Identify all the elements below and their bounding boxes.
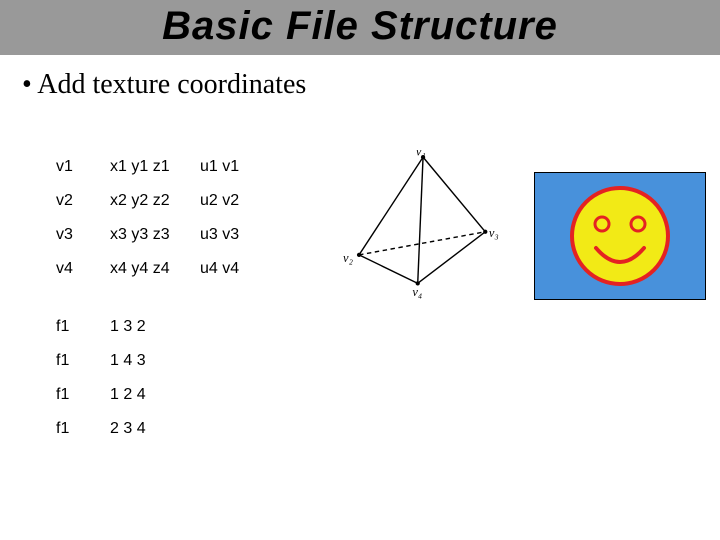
cell: u1 v1 [200, 150, 270, 184]
cell: v2 [56, 184, 110, 218]
cell: f1 [56, 412, 110, 446]
data-tables: v1x1 y1 z1u1 v1 v2x2 y2 z2u2 v2 v3x3 y3 … [56, 150, 270, 446]
page-title: Basic File Structure [0, 4, 720, 49]
cell: 1 4 3 [110, 344, 160, 378]
svg-text:v₁: v₁ [416, 150, 426, 158]
vertex-table: v1x1 y1 z1u1 v1 v2x2 y2 z2u2 v2 v3x3 y3 … [56, 150, 270, 286]
cell: f1 [56, 310, 110, 344]
table-row: v1x1 y1 z1u1 v1 [56, 150, 270, 184]
table-row: f11 4 3 [56, 344, 160, 378]
cell: 1 2 4 [110, 378, 160, 412]
table-row: v4x4 y4 z4u4 v4 [56, 252, 270, 286]
cell: 2 3 4 [110, 412, 160, 446]
svg-text:v₃: v₃ [489, 226, 499, 240]
table-row: f12 3 4 [56, 412, 160, 446]
table-row: f11 2 4 [56, 378, 160, 412]
smiley-face-icon [565, 181, 675, 291]
svg-text:v₂: v₂ [343, 251, 354, 265]
title-band: Basic File Structure [0, 0, 720, 55]
tetrahedron-diagram: v₁ v₂ v₃ v₄ [340, 150, 515, 310]
cell: v3 [56, 218, 110, 252]
texture-preview-box [534, 172, 706, 300]
table-row: v3x3 y3 z3u3 v3 [56, 218, 270, 252]
svg-text:v₄: v₄ [412, 285, 422, 299]
cell: f1 [56, 378, 110, 412]
cell: f1 [56, 344, 110, 378]
table-row: f11 3 2 [56, 310, 160, 344]
cell: u2 v2 [200, 184, 270, 218]
cell: 1 3 2 [110, 310, 160, 344]
face-table: f11 3 2 f11 4 3 f11 2 4 f12 3 4 [56, 310, 160, 446]
cell: x1 y1 z1 [110, 150, 200, 184]
cell: x2 y2 z2 [110, 184, 200, 218]
cell: u3 v3 [200, 218, 270, 252]
cell: x3 y3 z3 [110, 218, 200, 252]
bullet-text: • Add texture coordinates [22, 69, 720, 101]
cell: v4 [56, 252, 110, 286]
cell: x4 y4 z4 [110, 252, 200, 286]
table-row: v2x2 y2 z2u2 v2 [56, 184, 270, 218]
cell: u4 v4 [200, 252, 270, 286]
cell: v1 [56, 150, 110, 184]
